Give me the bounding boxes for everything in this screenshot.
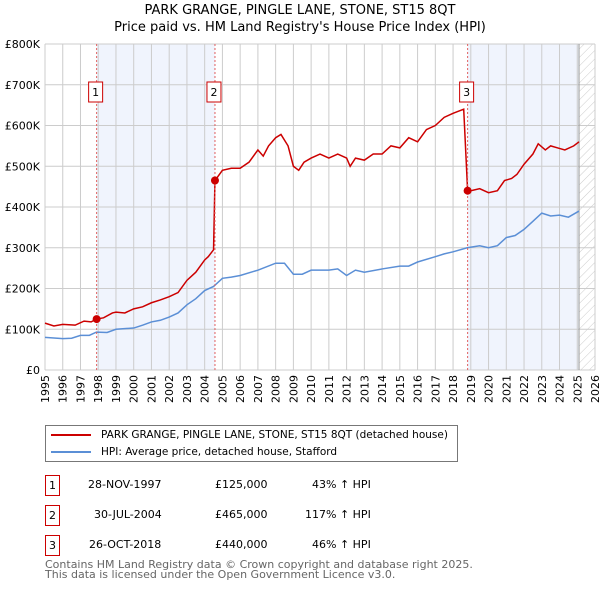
- sale-price: £125,000: [215, 478, 268, 491]
- x-tick-label: 1999: [110, 375, 123, 403]
- sale-label-box: [206, 81, 222, 103]
- y-tick-label: £100K: [5, 323, 41, 336]
- footer: Contains HM Land Registry data © Crown c…: [45, 558, 473, 581]
- sale-marker-badge: 3: [45, 535, 60, 556]
- x-tick-label: 1996: [57, 375, 70, 403]
- x-tick-label: 2022: [518, 375, 531, 403]
- legend-item-property: PARK GRANGE, PINGLE LANE, STONE, ST15 8Q…: [46, 427, 448, 443]
- y-tick-label: £200K: [5, 283, 41, 296]
- x-tick-label: 2015: [394, 375, 407, 403]
- y-tick-label: £400K: [5, 201, 41, 214]
- chart-subtitle: Price paid vs. HM Land Registry's House …: [114, 20, 486, 35]
- legend-label: HPI: Average price, detached house, Staf…: [101, 446, 338, 458]
- y-tick-label: £500K: [5, 160, 41, 173]
- legend: PARK GRANGE, PINGLE LANE, STONE, ST15 8Q…: [45, 425, 458, 462]
- sale-hpi: 117% ↑ HPI: [305, 508, 371, 521]
- x-tick-label: 2024: [554, 375, 567, 403]
- x-tick-label: 2014: [376, 375, 389, 403]
- x-tick-label: 2025: [571, 375, 584, 403]
- y-tick-label: £0: [26, 364, 40, 377]
- x-tick-label: 2009: [287, 375, 300, 403]
- x-tick-label: 2023: [536, 375, 549, 403]
- sale-point: [210, 176, 219, 185]
- x-tick-label: 2005: [216, 375, 229, 403]
- sale-label-box: [459, 81, 475, 103]
- legend-label: PARK GRANGE, PINGLE LANE, STONE, ST15 8Q…: [101, 429, 448, 441]
- x-tick-label: 2018: [447, 375, 460, 403]
- x-tick-label: 2019: [465, 375, 478, 403]
- y-tick-label: £300K: [5, 242, 41, 255]
- x-tick-label: 2003: [181, 375, 194, 403]
- sale-label: 2: [210, 86, 217, 99]
- x-tick-label: 2016: [412, 375, 425, 403]
- x-tick-label: 2002: [163, 375, 176, 403]
- legend-swatch-blue: [51, 451, 91, 453]
- x-tick-label: 2012: [341, 375, 354, 403]
- sale-date: 30-JUL-2004: [94, 508, 162, 521]
- x-tick-label: 2017: [429, 375, 442, 403]
- sale-hpi: 43% ↑ HPI: [312, 478, 371, 491]
- y-tick-label: £700K: [5, 79, 41, 92]
- legend-swatch-red: [51, 434, 91, 436]
- sale-point: [92, 315, 101, 324]
- y-tick-label: £800K: [5, 38, 41, 51]
- sale-label-box: [88, 81, 104, 103]
- y-tick-label: £600K: [5, 120, 41, 133]
- x-tick-label: 2020: [483, 375, 496, 403]
- sale-price: £465,000: [215, 508, 268, 521]
- x-tick-label: 2004: [199, 375, 212, 403]
- x-tick-label: 2010: [305, 375, 318, 403]
- sale-date: 28-NOV-1997: [88, 478, 162, 491]
- sale-row: 2 30-JUL-2004 £465,000 117% ↑ HPI: [45, 505, 465, 526]
- x-tick-label: 1998: [92, 375, 105, 403]
- x-tick-label: 2006: [234, 375, 247, 403]
- sale-label: 1: [92, 86, 99, 99]
- x-tick-label: 2026: [589, 375, 600, 403]
- x-tick-label: 2021: [500, 375, 513, 403]
- chart-title: PARK GRANGE, PINGLE LANE, STONE, ST15 8Q…: [144, 3, 456, 18]
- footer-line: Contains HM Land Registry data © Crown c…: [45, 558, 473, 571]
- sale-price: £440,000: [215, 538, 268, 551]
- x-tick-label: 2008: [270, 375, 283, 403]
- x-tick-label: 2007: [252, 375, 265, 403]
- x-tick-label: 2013: [358, 375, 371, 403]
- x-tick-label: 2000: [128, 375, 141, 403]
- x-tick-label: 1997: [74, 375, 87, 403]
- sale-hpi: 46% ↑ HPI: [312, 538, 371, 551]
- sale-label: 3: [463, 86, 470, 99]
- sale-row: 1 28-NOV-1997 £125,000 43% ↑ HPI: [45, 475, 465, 496]
- sale-marker-badge: 2: [45, 505, 60, 526]
- x-tick-label: 2001: [145, 375, 158, 403]
- legend-item-hpi: HPI: Average price, detached house, Staf…: [46, 444, 337, 460]
- x-tick-label: 2011: [323, 375, 336, 403]
- sale-date: 26-OCT-2018: [89, 538, 162, 551]
- plot-area: 1995 1996 1997 1998 1999 2000 2001 2002 2003 2004…: [5, 38, 600, 403]
- sale-marker-badge: 1: [45, 475, 60, 496]
- sale-point: [463, 186, 472, 195]
- x-tick-label: 1995: [39, 375, 52, 403]
- sale-row: 3 26-OCT-2018 £440,000 46% ↑ HPI: [45, 535, 465, 556]
- property-price-line: [44, 108, 580, 327]
- footer-line: This data is licensed under the Open Gov…: [45, 568, 396, 581]
- hpi-line: [44, 210, 580, 340]
